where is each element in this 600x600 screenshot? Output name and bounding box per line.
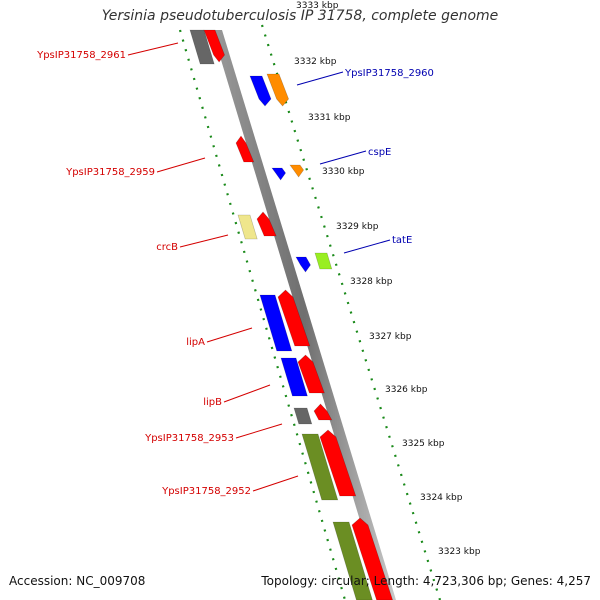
label-leader-left bbox=[235, 423, 283, 439]
gene-block-red bbox=[297, 354, 325, 394]
label-leader-left bbox=[206, 327, 253, 343]
gene-block-khaki bbox=[237, 214, 258, 240]
gene-block-blue bbox=[249, 75, 272, 107]
tick-label: 3331 kbp bbox=[308, 113, 351, 123]
tick-label: 3328 kbp bbox=[350, 277, 393, 287]
right-dotted-guide bbox=[260, 24, 442, 600]
tick-labels: 3333 kbp 3332 kbp 3331 kbp 3330 kbp 3329 kbp… bbox=[294, 1, 481, 557]
right-guide-line bbox=[260, 24, 442, 600]
gene-block-blue bbox=[295, 256, 311, 273]
gene-label-left: lipA bbox=[186, 337, 205, 348]
label-leader-lines bbox=[127, 42, 391, 492]
gene-block-gray bbox=[293, 407, 313, 425]
gene-block-blue bbox=[271, 167, 286, 181]
gene-label-left: lipB bbox=[203, 397, 222, 408]
accession-text: Accession: NC_009708 bbox=[9, 574, 146, 588]
gene-label-right: cspE bbox=[368, 147, 391, 158]
gene-label-left: YpsIP31758_2959 bbox=[65, 167, 155, 178]
label-leader-right bbox=[343, 239, 391, 254]
gene-block-blue bbox=[280, 357, 308, 397]
gene-label-left: YpsIP31758_2953 bbox=[144, 433, 234, 444]
label-leader-left bbox=[127, 42, 179, 56]
gene-block-red bbox=[235, 135, 255, 163]
gene-block-red bbox=[277, 289, 311, 347]
genome-title: Yersinia pseudotuberculosis IP 31758, co… bbox=[101, 8, 499, 24]
label-leader-left bbox=[223, 384, 271, 403]
genome-backbone bbox=[212, 30, 396, 600]
label-leader-left bbox=[156, 157, 206, 173]
tick-label: 3324 kbp bbox=[420, 493, 463, 503]
gene-block-blue bbox=[259, 294, 293, 352]
label-leader-left bbox=[179, 234, 229, 248]
label-leader-right bbox=[319, 150, 367, 165]
tick-label: 3330 kbp bbox=[322, 167, 365, 177]
gene-label-left: YpsIP31758_2952 bbox=[161, 486, 251, 497]
tick-label: 3327 kbp bbox=[369, 332, 412, 342]
gene-block-red bbox=[203, 29, 225, 63]
gene-block-gray bbox=[189, 29, 215, 65]
gene-block-red bbox=[351, 517, 393, 600]
genome-summary-text: Topology: circular; Length: 4,723,306 bp… bbox=[261, 574, 591, 588]
gene-features bbox=[189, 29, 393, 600]
backbone-band bbox=[212, 30, 396, 600]
gene-label-right: tatE bbox=[392, 235, 412, 246]
tick-label: 3333 kbp bbox=[296, 1, 339, 11]
tick-label: 3326 kbp bbox=[385, 385, 428, 395]
gene-block-red bbox=[313, 403, 333, 421]
label-leader-right bbox=[296, 71, 344, 86]
gene-labels: YpsIP31758_2961 YpsIP31758_2959 crcB lipA li… bbox=[36, 50, 434, 497]
tick-label: 3323 kbp bbox=[438, 547, 481, 557]
gene-block-orange bbox=[266, 73, 289, 107]
tick-label: 3329 kbp bbox=[336, 222, 379, 232]
gene-block-olive bbox=[332, 521, 373, 600]
gene-block-red bbox=[319, 429, 357, 497]
tick-label: 3332 kbp bbox=[294, 57, 337, 67]
gene-label-left: YpsIP31758_2961 bbox=[36, 50, 126, 61]
gene-block-orange bbox=[289, 164, 304, 178]
tick-label: 3325 kbp bbox=[402, 439, 445, 449]
gene-label-left: crcB bbox=[156, 242, 178, 253]
label-leader-left bbox=[252, 475, 299, 492]
gene-block-lime bbox=[314, 252, 333, 270]
gene-block-red bbox=[256, 211, 277, 237]
gene-label-right: YpsIP31758_2960 bbox=[344, 68, 434, 79]
gene-block-olive bbox=[301, 433, 339, 501]
